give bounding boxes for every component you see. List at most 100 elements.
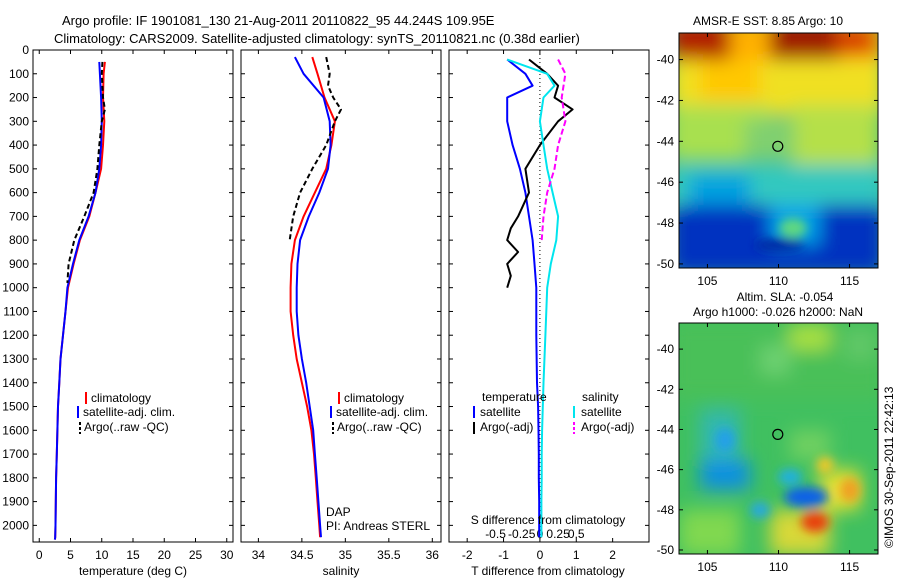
y-tick-label: 700 xyxy=(9,209,29,223)
temperature-legend: climatology satellite-adj. clim. Argo(..… xyxy=(77,391,175,434)
figure-title-line2: Climatology: CARS2009. Satellite-adjuste… xyxy=(54,31,580,46)
dap-label: DAP xyxy=(326,505,351,519)
x-tick-label: -2 xyxy=(462,548,473,562)
map-x-tick-label: 105 xyxy=(697,560,717,574)
x-tick-label: 10 xyxy=(95,548,109,562)
y-tick-label: 500 xyxy=(9,162,29,176)
temperature-series xyxy=(53,61,106,540)
sla-map-axes: 105 110 115 -40 -42 -44 -46 -48 -50 xyxy=(657,323,878,574)
difference-legend: temperature salinity satellite Argo(-adj… xyxy=(473,390,634,434)
pi-label: PI: Andreas STERL xyxy=(326,519,430,533)
series-line-satellite-adj-clim- xyxy=(294,56,332,538)
x-tick-label: 30 xyxy=(220,548,234,562)
x-tick-label: 25 xyxy=(189,548,203,562)
argo-location-marker xyxy=(772,140,784,152)
x-tick-label: 35 xyxy=(339,548,353,562)
map-y-tick-label: -48 xyxy=(657,216,675,230)
y-tick-label: 1100 xyxy=(3,304,29,318)
map-x-tick-label: 105 xyxy=(697,274,717,288)
y-tick-label: 1000 xyxy=(2,281,29,295)
difference-top-axis: -0.5-0.2500.250.5 xyxy=(485,527,585,541)
sst-map-axes: 105 110 115 -40 -42 -44 -46 -48 -50 xyxy=(657,33,878,288)
argo-location-marker xyxy=(772,428,784,440)
map-y-tick-label: -50 xyxy=(657,257,675,271)
imos-credit: ©IMOS 30-Sep-2011 22:42:13 xyxy=(882,386,896,548)
map-x-tick-label: 110 xyxy=(769,560,788,574)
sla-argo-location-marker xyxy=(772,428,784,440)
top-tick-label: 0.5 xyxy=(568,527,585,541)
legend-label-temp-argo: Argo(-adj) xyxy=(480,420,533,434)
legend-label-climatology: climatology xyxy=(344,391,404,405)
map-y-tick-label: -48 xyxy=(657,503,675,517)
series-line-salinity-argo-adj- xyxy=(540,59,567,241)
difference-panel-frame xyxy=(448,49,650,543)
y-tick-label: 1800 xyxy=(2,471,29,485)
y-tick-label: 900 xyxy=(9,257,29,271)
figure-title-line1: Argo profile: IF 1901081_130 21-Aug-2011… xyxy=(62,13,495,28)
y-tick-label: 400 xyxy=(9,138,29,152)
sla-map-title-line2: Argo h1000: -0.026 h2000: NaN xyxy=(693,305,863,319)
legend-label-argo: Argo(..raw -QC) xyxy=(337,420,422,434)
y-tick-label: 1600 xyxy=(2,423,29,437)
y-tick-label: 200 xyxy=(9,91,29,105)
difference-top-label: S difference from climatology xyxy=(471,513,626,527)
x-tick-label: 34.5 xyxy=(290,548,314,562)
y-tick-label: 1200 xyxy=(2,328,29,342)
legend-label-sal-satellite: satellite xyxy=(581,405,622,419)
x-tick-label: 0 xyxy=(36,548,43,562)
sst-argo-location-marker xyxy=(772,140,784,152)
legend-label-temp-satellite: satellite xyxy=(480,405,521,419)
x-tick-label: 0 xyxy=(537,548,544,562)
y-tick-label: 1700 xyxy=(2,447,29,461)
x-tick-label: 1 xyxy=(573,548,580,562)
sla-map-title-line1: Altim. SLA: -0.054 xyxy=(737,290,834,304)
temperature-x-axis: 0 5 10 15 20 25 30 xyxy=(36,50,234,562)
map-y-tick-label: -42 xyxy=(657,93,675,107)
sla-map-image xyxy=(679,323,878,554)
map-y-tick-label: -40 xyxy=(657,342,675,356)
legend-title-salinity: salinity xyxy=(582,390,619,404)
x-tick-label: 20 xyxy=(158,548,172,562)
x-tick-label: 35.5 xyxy=(377,548,401,562)
y-tick-label: 800 xyxy=(9,233,29,247)
series-line-temperature-argo-adj- xyxy=(506,58,574,288)
x-tick-label: 2 xyxy=(609,548,616,562)
salinity-series xyxy=(288,56,342,538)
legend-title-temperature: temperature xyxy=(482,390,547,404)
y-tick-label: 600 xyxy=(9,186,29,200)
x-tick-label: 15 xyxy=(126,548,140,562)
y-tick-label: 300 xyxy=(9,114,29,128)
salinity-panel-frame xyxy=(240,49,442,543)
temperature-panel-frame xyxy=(32,49,234,543)
map-y-tick-label: -46 xyxy=(657,175,675,189)
x-tick-label: 36 xyxy=(426,548,440,562)
map-x-tick-label: 110 xyxy=(769,274,788,288)
series-line-satellite-adj-clim- xyxy=(53,61,103,540)
y-tick-label: 1500 xyxy=(2,400,29,414)
x-tick-label: 5 xyxy=(67,548,74,562)
x-tick-label: 34 xyxy=(252,548,266,562)
legend-label-satellite: satellite-adj. clim. xyxy=(336,405,428,419)
map-y-tick-label: -40 xyxy=(657,53,675,67)
y-tick-label: 1300 xyxy=(2,352,29,366)
y-tick-label: 100 xyxy=(9,67,29,81)
map-y-tick-label: -44 xyxy=(657,134,675,148)
legend-label-sal-argo: Argo(-adj) xyxy=(581,420,634,434)
salinity-x-axis: 34 34.5 35 35.5 36 xyxy=(252,50,440,562)
x-tick-label: -1 xyxy=(498,548,509,562)
map-y-tick-label: -44 xyxy=(657,422,675,436)
y-tick-label: 1900 xyxy=(2,495,29,509)
series-line-argo-raw-qc- xyxy=(288,56,342,241)
series-line-climatology xyxy=(53,61,106,540)
difference-series xyxy=(506,58,574,538)
map-y-tick-label: -50 xyxy=(657,543,675,557)
map-y-tick-label: -42 xyxy=(657,382,675,396)
top-tick-label: 0.25 xyxy=(546,527,570,541)
salinity-xlabel: salinity xyxy=(323,564,360,578)
temperature-xlabel: temperature (deg C) xyxy=(79,564,187,578)
legend-label-argo: Argo(..raw -QC) xyxy=(84,420,169,434)
series-line-salinity-satellite xyxy=(506,58,560,538)
legend-label-climatology: climatology xyxy=(91,391,151,405)
map-x-tick-label: 115 xyxy=(840,560,859,574)
